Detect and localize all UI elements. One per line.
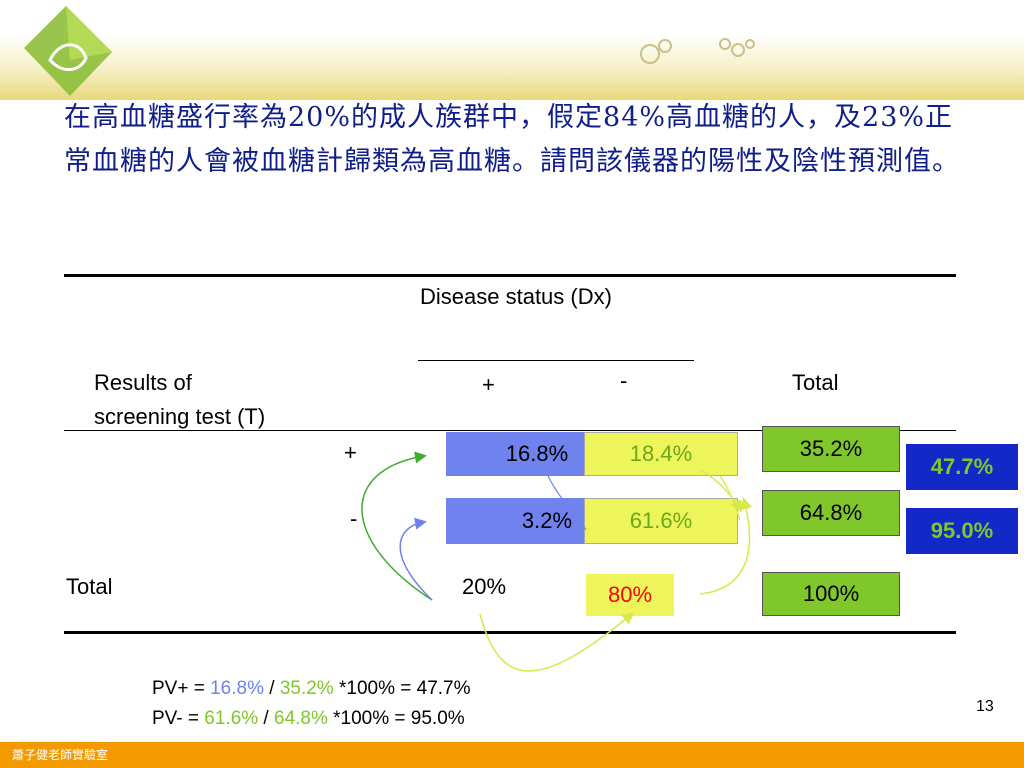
header-band [0, 0, 1024, 100]
row-header-total: Total [66, 574, 113, 599]
dx-underline [418, 360, 694, 361]
false-positive-box: 18.4% [584, 432, 738, 476]
col-minus-total-box: 80% [586, 574, 674, 616]
grand-total-box: 100% [762, 572, 900, 616]
arrow-tp-to-ppv [547, 475, 587, 531]
table-top-rule [64, 274, 956, 277]
ppv-formula: PV+ = 16.8% / 35.2% *100% = 47.7% [152, 678, 471, 700]
disease-status-heading: Disease status (Dx) [420, 284, 612, 309]
page-number: 13 [976, 698, 994, 715]
total-plus-value: 20% [462, 574, 507, 599]
arrow-yellow-bottom [479, 612, 635, 672]
npv-formula-slash: / [258, 708, 274, 729]
row-plus-total-box: 35.2% [762, 426, 900, 472]
arrow-blue-to-fn [399, 517, 433, 601]
arrow-yellow-to-fp [699, 469, 742, 513]
results-label-line1: Results of [94, 370, 192, 395]
arrow-yellow-to-tn [719, 475, 741, 521]
footer-bar [0, 742, 1024, 768]
row-minus-total-box: 64.8% [762, 490, 900, 536]
arrow-yellow-from-80 [699, 497, 753, 595]
true-negative-box: 61.6% [584, 498, 738, 544]
bubble-icon [640, 44, 660, 64]
arrow-green-to-tp [361, 451, 433, 601]
row-header-plus: + [344, 440, 357, 465]
logo-leaf-icon [24, 6, 112, 96]
npv-formula-denominator: 64.8% [274, 708, 328, 729]
ppv-formula-label: PV+ = [152, 678, 211, 699]
true-positive-box: 16.8% [446, 432, 588, 476]
npv-box: 95.0% [906, 508, 1018, 554]
npv-formula: PV- = 61.6% / 64.8% *100% = 95.0% [152, 708, 465, 730]
ppv-box: 47.7% [906, 444, 1018, 490]
footer-text: 蕭子健老師實驗室 [12, 748, 109, 762]
npv-formula-result: *100% = 95.0% [327, 708, 465, 729]
header-rule [64, 430, 956, 431]
col-header-total: Total [792, 370, 839, 395]
false-negative-box: 3.2% [446, 498, 588, 544]
npv-formula-label: PV- = [152, 708, 205, 729]
header-decoration [24, 6, 755, 96]
ppv-formula-numerator: 16.8% [210, 678, 264, 699]
npv-formula-numerator: 61.6% [204, 708, 259, 729]
ppv-formula-denominator: 35.2% [279, 678, 334, 699]
ppv-formula-result: *100% = 47.7% [333, 678, 471, 699]
slide-title: 在高血糖盛行率為20%的成人族群中，假定84%高血糖的人，及23%正常血糖的人會… [64, 102, 960, 177]
col-header-plus: + [482, 372, 495, 397]
row-header-minus: - [350, 506, 358, 531]
table-bottom-rule [64, 631, 956, 634]
col-header-minus: - [620, 368, 628, 393]
results-label-line2: screening test (T) [94, 404, 266, 429]
ppv-formula-slash: / [263, 678, 280, 699]
